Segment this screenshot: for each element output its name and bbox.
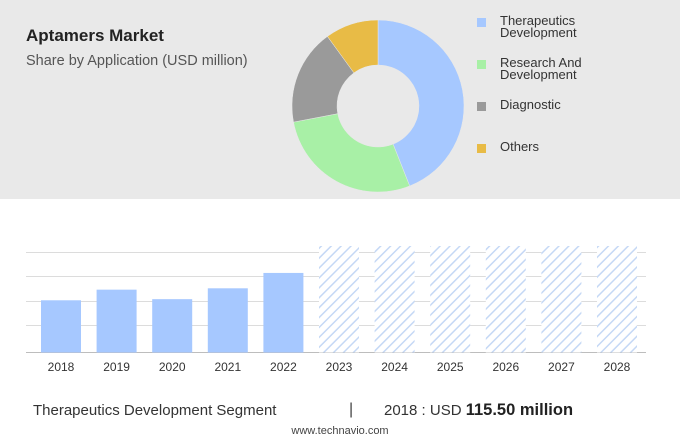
forecast-bar-2024 (374, 246, 415, 353)
x-tick-label: 2022 (270, 360, 297, 374)
x-tick-label: 2023 (326, 360, 353, 374)
footer-value-prefix: 2018 : USD (384, 402, 462, 419)
forecast-bar-2028 (597, 246, 637, 353)
legend-swatch (477, 18, 486, 27)
donut-slice-research-and-development (293, 113, 410, 193)
legend-swatch (477, 60, 486, 69)
bar-2020 (152, 299, 193, 353)
x-tick-label: 2024 (381, 360, 408, 374)
donut-chart (291, 20, 465, 193)
x-tick-label: 2021 (214, 360, 241, 374)
legend-swatch (477, 144, 486, 153)
x-tick-label: 2026 (492, 360, 519, 374)
donut-slice-others (327, 20, 379, 74)
forecast-bar-2027 (541, 246, 582, 353)
x-tick-label: 2020 (159, 360, 186, 374)
source-credit: www.technavio.com (291, 425, 389, 437)
bar-2021 (207, 288, 248, 353)
bar-chart: 2018 2019 2020 2021 2022 2023 2024 2025 2026 2027… (26, 246, 646, 374)
legend-label: Others (500, 139, 540, 154)
footer-value: 115.50 million (465, 401, 574, 419)
legend-label: Research And Development (500, 55, 582, 82)
x-tick-label: 2027 (548, 360, 575, 374)
bar-2019 (96, 289, 137, 353)
forecast-bar-2023 (319, 246, 359, 353)
x-tick-label: 2018 (48, 360, 75, 374)
bar-2022 (263, 272, 304, 353)
donut-slice-therapeutics-development (377, 20, 465, 187)
x-tick-label: 2025 (437, 360, 464, 374)
chart-title: Aptamers Market (26, 26, 164, 45)
legend-label: Diagnostic (500, 97, 561, 112)
legend-swatch (477, 102, 486, 111)
x-tick-label: 2019 (103, 360, 130, 374)
footer-segment-label: Therapeutics Development Segment (33, 402, 277, 419)
forecast-bar-2026 (485, 246, 526, 353)
chart-subtitle: Share by Application (USD million) (26, 53, 248, 69)
footer-divider: | (349, 401, 354, 418)
footer-value-row: 2018 : USD 115.50 million (384, 401, 573, 420)
x-tick-label: 2028 (604, 360, 631, 374)
forecast-bar-2025 (430, 246, 471, 353)
bar-2018 (41, 300, 81, 353)
legend-label: Therapeutics Development (500, 13, 577, 40)
